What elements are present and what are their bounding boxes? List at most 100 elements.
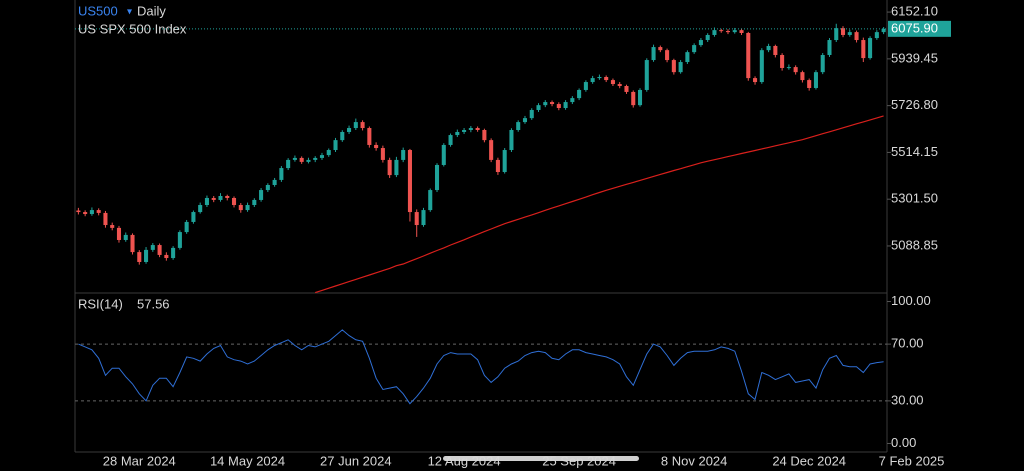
candle-body bbox=[624, 86, 629, 92]
candle-body bbox=[428, 190, 433, 211]
x-tick-label: 12 Aug 2024 bbox=[428, 453, 501, 468]
x-tick-label: 7 Feb 2025 bbox=[879, 453, 945, 468]
candle-body bbox=[137, 252, 142, 262]
y-tick-label: 30.00 bbox=[891, 392, 924, 407]
candle-body bbox=[786, 67, 791, 69]
candle-body bbox=[171, 247, 176, 259]
candle-body bbox=[874, 32, 879, 39]
candle-body bbox=[380, 148, 385, 160]
x-tick-label: 24 Dec 2024 bbox=[772, 453, 846, 468]
candle-body bbox=[719, 30, 724, 32]
y-tick-label: 5301.50 bbox=[891, 191, 938, 206]
candle-body bbox=[495, 159, 500, 173]
candle-body bbox=[489, 140, 494, 160]
moving-average bbox=[315, 115, 884, 294]
candle-body bbox=[299, 157, 304, 162]
x-tick-label: 14 May 2024 bbox=[210, 453, 285, 468]
y-tick-label: 0.00 bbox=[891, 435, 916, 450]
candle-body bbox=[658, 47, 663, 51]
last-price-box bbox=[888, 20, 951, 37]
interval[interactable]: Daily bbox=[137, 3, 166, 18]
candle-body bbox=[441, 144, 446, 165]
last-price-label: 6075.90 bbox=[891, 20, 938, 35]
dropdown-icon[interactable]: ▾ bbox=[127, 7, 132, 18]
candle-body bbox=[96, 210, 101, 213]
x-tick-label: 27 Jun 2024 bbox=[320, 453, 392, 468]
candle-body bbox=[110, 225, 115, 228]
candle-body bbox=[306, 159, 311, 162]
candle-body bbox=[847, 32, 852, 35]
x-tick-label: 28 Mar 2024 bbox=[103, 453, 176, 468]
candle-body bbox=[225, 195, 230, 198]
candle-body bbox=[644, 60, 649, 90]
candle-body bbox=[286, 159, 291, 169]
candle-body bbox=[577, 89, 582, 99]
candle-body bbox=[191, 212, 196, 222]
y-tick-label: 5514.15 bbox=[891, 144, 938, 159]
candle-body bbox=[218, 195, 223, 200]
candle-body bbox=[414, 212, 419, 226]
candle-body bbox=[529, 109, 534, 119]
candle-body bbox=[766, 45, 771, 51]
candle-body bbox=[198, 205, 203, 213]
candle-body bbox=[753, 78, 758, 83]
candle-body bbox=[617, 84, 622, 87]
rsi-line bbox=[78, 329, 884, 405]
candle-body bbox=[340, 131, 345, 141]
candle-body bbox=[475, 128, 480, 131]
candle-body bbox=[739, 30, 744, 33]
candle-body bbox=[407, 150, 412, 213]
candle-body bbox=[434, 164, 440, 191]
candle-body bbox=[374, 144, 379, 149]
candle-body bbox=[820, 54, 825, 73]
candle-body bbox=[177, 232, 182, 248]
candle-body bbox=[103, 212, 108, 226]
candle-body bbox=[76, 210, 81, 213]
candle-body bbox=[570, 98, 575, 103]
candle-body bbox=[597, 76, 602, 79]
candle-body bbox=[583, 82, 588, 90]
candle-body bbox=[116, 227, 122, 240]
candle-body bbox=[665, 50, 670, 61]
candle-body bbox=[678, 62, 683, 73]
candle-body bbox=[793, 67, 798, 73]
candle-body bbox=[516, 122, 521, 131]
candle-body bbox=[279, 168, 284, 180]
candle-body bbox=[671, 60, 676, 73]
candle-body bbox=[211, 197, 216, 200]
candle-body bbox=[394, 159, 399, 176]
candle-body bbox=[360, 122, 365, 129]
candle-body bbox=[265, 184, 270, 191]
candle-body bbox=[387, 159, 392, 176]
y-tick-label: 70.00 bbox=[891, 336, 924, 351]
candle-body bbox=[482, 130, 487, 141]
symbol[interactable]: US500 bbox=[78, 3, 118, 18]
candle-body bbox=[448, 135, 453, 145]
candle-body bbox=[563, 102, 568, 109]
candle-body bbox=[259, 190, 264, 200]
home-indicator[interactable] bbox=[443, 456, 639, 461]
candle-body bbox=[367, 128, 372, 145]
candle-body bbox=[509, 130, 514, 151]
candle-body bbox=[157, 245, 162, 255]
candle-body bbox=[313, 157, 318, 160]
candle-body bbox=[780, 54, 785, 68]
candle-body bbox=[150, 245, 155, 250]
candle-body bbox=[590, 78, 595, 83]
candle-body bbox=[543, 102, 548, 106]
candle-body bbox=[800, 72, 805, 81]
candle-body bbox=[631, 91, 636, 106]
candle-body bbox=[333, 140, 338, 151]
y-tick-label: 5088.85 bbox=[891, 237, 938, 252]
candle-body bbox=[502, 150, 507, 173]
y-tick-label: 6152.10 bbox=[891, 4, 938, 19]
candle-body bbox=[840, 28, 846, 35]
candle-body bbox=[462, 130, 467, 132]
candle-body bbox=[130, 234, 135, 253]
candle-body bbox=[854, 32, 859, 41]
candle-body bbox=[245, 205, 250, 211]
candle-body bbox=[813, 72, 818, 88]
candle-body bbox=[692, 45, 697, 53]
